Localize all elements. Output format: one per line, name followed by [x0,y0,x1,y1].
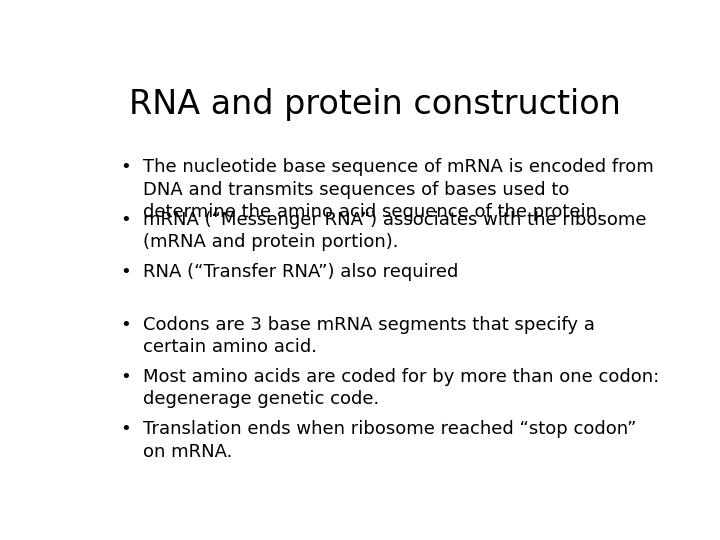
Text: RNA and protein construction: RNA and protein construction [129,87,621,120]
Text: The nucleotide base sequence of mRNA is encoded from
DNA and transmits sequences: The nucleotide base sequence of mRNA is … [143,158,654,221]
Text: •: • [121,315,132,334]
Text: Most amino acids are coded for by more than one codon:
degenerage genetic code.: Most amino acids are coded for by more t… [143,368,660,408]
Text: RNA (“Transfer RNA”) also required: RNA (“Transfer RNA”) also required [143,263,459,281]
Text: •: • [121,368,132,386]
Text: mRNA (“Messenger RNA”) associates with the ribosome
(mRNA and protein portion).: mRNA (“Messenger RNA”) associates with t… [143,211,647,251]
Text: Translation ends when ribosome reached “stop codon”
on mRNA.: Translation ends when ribosome reached “… [143,420,636,461]
Text: •: • [121,158,132,177]
Text: •: • [121,263,132,281]
Text: •: • [121,420,132,438]
Text: •: • [121,211,132,229]
Text: Codons are 3 base mRNA segments that specify a
certain amino acid.: Codons are 3 base mRNA segments that spe… [143,315,595,356]
